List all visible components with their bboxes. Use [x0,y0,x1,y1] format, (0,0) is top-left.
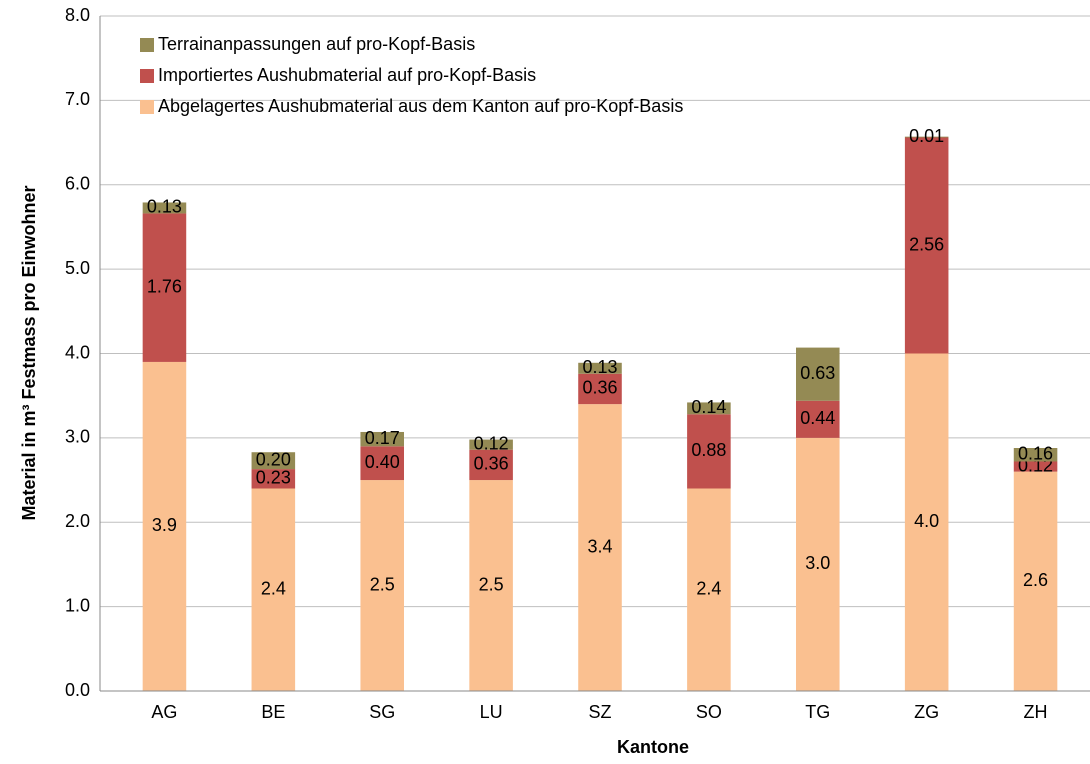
data-label: 3.4 [587,536,612,556]
data-label: 0.12 [474,433,509,453]
bar-segment [687,402,731,415]
bar-segment [687,488,731,691]
x-tick-label: SZ [588,702,611,722]
x-tick-label: BE [261,702,285,722]
bar-segment [142,213,187,362]
bar-segment [251,452,296,470]
bar-segment [796,347,840,401]
data-label: 0.01 [909,126,944,146]
bar-segment [578,362,622,374]
bar-segment [578,373,622,405]
legend-swatch [140,38,154,52]
bar-segment [251,488,296,691]
y-tick-label: 1.0 [65,595,90,615]
bar-segment [904,353,949,691]
bar-segment [796,400,840,438]
data-label: 0.14 [691,397,726,417]
bar-segment [687,414,731,489]
bar-segment [142,202,187,214]
data-label: 0.40 [365,452,400,472]
data-label: 3.0 [805,553,830,573]
data-label: 1.76 [147,276,182,296]
data-label: 0.16 [1018,444,1053,464]
bar-segment [360,446,404,481]
y-tick-label: 5.0 [65,258,90,278]
data-label: 2.5 [479,574,504,594]
data-label: 2.4 [261,579,286,599]
x-tick-label: LU [480,702,503,722]
data-label: 0.63 [800,363,835,383]
x-tick-label: ZH [1024,702,1048,722]
y-tick-label: 8.0 [65,5,90,25]
bar-segment [469,439,513,450]
y-tick-label: 0.0 [65,680,90,700]
bar-segment [469,449,513,481]
data-label: 0.23 [256,468,291,488]
y-tick-label: 6.0 [65,174,90,194]
data-label: 0.13 [582,357,617,377]
bar-segment [1013,461,1058,472]
data-label: 0.13 [147,197,182,217]
data-label: 0.36 [474,454,509,474]
y-tick-label: 3.0 [65,427,90,447]
legend-label: Importiertes Aushubmaterial auf pro-Kopf… [158,65,536,85]
x-tick-label: TG [805,702,830,722]
bar-segment [796,437,840,691]
x-axis-title: Kantone [617,737,689,757]
data-label: 2.56 [909,234,944,254]
data-label: 0.17 [365,428,400,448]
legend-label: Terrainanpassungen auf pro-Kopf-Basis [158,34,475,54]
bar-segment [904,136,949,138]
legend-swatch [140,69,154,83]
data-label: 2.5 [370,574,395,594]
bar-segment [360,431,404,447]
x-tick-label: SO [696,702,722,722]
data-label: 3.9 [152,515,177,535]
data-label: 0.20 [256,449,291,469]
data-label: 0.88 [691,440,726,460]
bar-segment [1013,448,1058,462]
data-label: 2.4 [696,579,721,599]
legend-label: Abgelagertes Aushubmaterial aus dem Kant… [158,96,683,116]
bar-segment [251,469,296,489]
bar-segment [142,361,187,691]
bar-segment [578,404,622,691]
bar-segment [1013,471,1058,691]
y-axis-title: Material in m³ Festmass pro Einwohner [19,185,39,520]
y-tick-label: 7.0 [65,89,90,109]
bar-segment [469,480,513,691]
legend-swatch [140,100,154,114]
x-tick-label: SG [369,702,395,722]
data-label: 0.36 [582,378,617,398]
data-label: 2.6 [1023,570,1048,590]
data-label: 0.44 [800,408,835,428]
data-label: 4.0 [914,511,939,531]
x-tick-label: ZG [914,702,939,722]
y-tick-label: 2.0 [65,511,90,531]
bar-segment [360,480,404,691]
bar-segment [904,137,949,354]
x-tick-label: AG [151,702,177,722]
y-tick-label: 4.0 [65,342,90,362]
